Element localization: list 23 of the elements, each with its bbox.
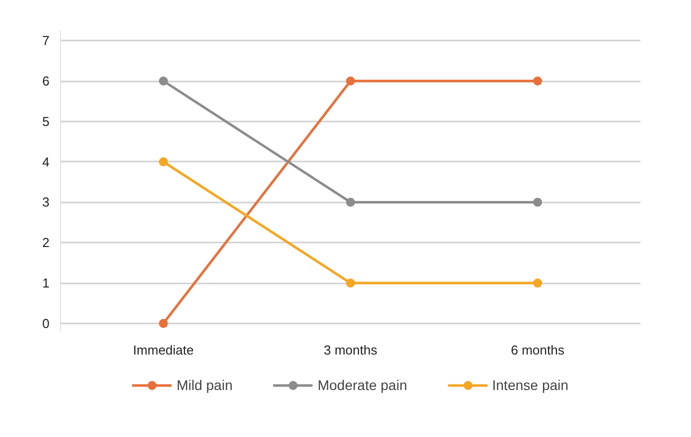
point: [158, 76, 168, 86]
x-tick-label: 3 months: [324, 342, 378, 358]
point: [158, 157, 168, 166]
y-tick-label: 7: [42, 33, 50, 48]
point: [346, 198, 355, 207]
y-tick-label: 6: [42, 74, 50, 89]
y-tick-label: 1: [42, 276, 50, 291]
point: [533, 278, 542, 288]
point: [346, 278, 355, 288]
point: [533, 198, 542, 207]
y-tick-label: 0: [42, 316, 50, 331]
point: [533, 76, 542, 86]
y-tick-label: 4: [42, 154, 50, 170]
x-tick-label: Immediate: [133, 342, 194, 358]
y-tick-label: 2: [42, 235, 50, 250]
y-tick-label: 3: [42, 194, 50, 210]
legend-label: Mild pain: [176, 377, 233, 393]
point: [346, 76, 355, 86]
y-tick-label: 5: [42, 114, 50, 129]
legend-label: Intense pain: [492, 377, 568, 393]
point: [158, 318, 168, 328]
x-tick-label: 6 months: [510, 342, 565, 358]
legend-label: Moderate pain: [318, 377, 408, 393]
